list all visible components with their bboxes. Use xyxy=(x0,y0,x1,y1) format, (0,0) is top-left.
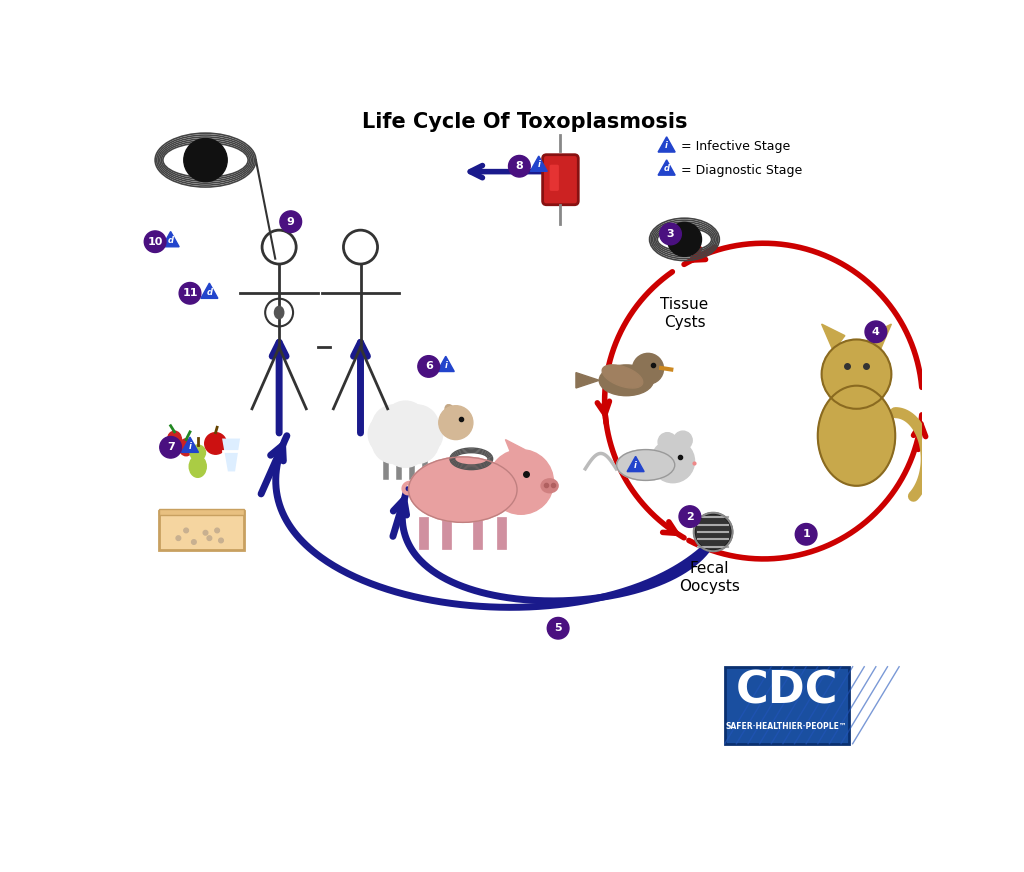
Circle shape xyxy=(191,540,197,544)
Circle shape xyxy=(190,445,206,460)
Circle shape xyxy=(651,439,694,483)
Polygon shape xyxy=(437,357,455,371)
Text: 2: 2 xyxy=(686,512,693,521)
Polygon shape xyxy=(821,324,845,351)
FancyBboxPatch shape xyxy=(725,667,849,744)
Ellipse shape xyxy=(445,405,456,418)
Circle shape xyxy=(865,321,887,343)
Circle shape xyxy=(438,405,473,439)
Polygon shape xyxy=(530,156,547,171)
Text: 1: 1 xyxy=(802,529,810,539)
Circle shape xyxy=(488,450,554,514)
Text: CDC: CDC xyxy=(735,670,838,713)
Text: 9: 9 xyxy=(287,216,295,227)
FancyBboxPatch shape xyxy=(159,509,245,515)
Ellipse shape xyxy=(409,457,517,522)
Circle shape xyxy=(183,139,227,181)
Text: Life Cycle Of Toxoplasmosis: Life Cycle Of Toxoplasmosis xyxy=(362,112,687,133)
Circle shape xyxy=(160,437,181,458)
FancyBboxPatch shape xyxy=(159,511,245,549)
Circle shape xyxy=(668,222,701,256)
Polygon shape xyxy=(201,283,218,298)
Circle shape xyxy=(399,412,442,456)
Ellipse shape xyxy=(168,431,181,448)
Circle shape xyxy=(219,538,223,542)
Polygon shape xyxy=(162,232,179,247)
Circle shape xyxy=(183,528,188,533)
Circle shape xyxy=(659,223,681,245)
Text: Tissue
Cysts: Tissue Cysts xyxy=(660,297,709,330)
Ellipse shape xyxy=(599,364,653,396)
Circle shape xyxy=(372,420,416,463)
Circle shape xyxy=(207,535,212,541)
Text: 8: 8 xyxy=(515,161,523,171)
FancyBboxPatch shape xyxy=(543,154,579,205)
Polygon shape xyxy=(868,324,891,351)
Text: Fecal
Oocysts: Fecal Oocysts xyxy=(679,562,739,594)
Circle shape xyxy=(658,433,677,451)
Text: d: d xyxy=(207,288,212,296)
Text: i: i xyxy=(444,361,447,370)
Text: 6: 6 xyxy=(425,361,432,371)
Polygon shape xyxy=(627,456,644,472)
Circle shape xyxy=(203,530,208,535)
Circle shape xyxy=(547,617,569,639)
Polygon shape xyxy=(575,372,599,388)
FancyBboxPatch shape xyxy=(550,165,559,191)
Ellipse shape xyxy=(274,306,284,318)
Circle shape xyxy=(679,506,700,528)
Ellipse shape xyxy=(818,385,895,486)
Circle shape xyxy=(674,431,692,450)
Text: d: d xyxy=(168,236,174,245)
Circle shape xyxy=(179,283,201,304)
Ellipse shape xyxy=(179,439,194,456)
Text: i: i xyxy=(634,460,637,470)
Circle shape xyxy=(509,155,530,177)
Circle shape xyxy=(696,515,730,549)
Text: 5: 5 xyxy=(554,623,562,633)
Circle shape xyxy=(796,523,817,545)
Polygon shape xyxy=(658,137,675,152)
Ellipse shape xyxy=(189,456,206,477)
Ellipse shape xyxy=(602,364,643,388)
Circle shape xyxy=(372,405,416,448)
Circle shape xyxy=(395,420,438,463)
Text: 4: 4 xyxy=(872,327,880,337)
Circle shape xyxy=(395,405,438,448)
Ellipse shape xyxy=(541,479,558,493)
Text: d: d xyxy=(664,164,670,174)
Circle shape xyxy=(384,424,427,467)
Circle shape xyxy=(215,528,219,533)
Circle shape xyxy=(369,412,412,456)
Text: i: i xyxy=(666,141,668,150)
Text: SAFER·HEALTHIER·PEOPLE™: SAFER·HEALTHIER·PEOPLE™ xyxy=(726,722,848,732)
Circle shape xyxy=(384,412,427,456)
Circle shape xyxy=(205,433,226,454)
Text: 11: 11 xyxy=(182,289,198,298)
Text: 10: 10 xyxy=(147,236,163,247)
Circle shape xyxy=(418,356,439,378)
Text: 3: 3 xyxy=(667,229,675,239)
Text: i: i xyxy=(538,160,541,169)
Polygon shape xyxy=(506,439,524,459)
Circle shape xyxy=(280,211,302,233)
Circle shape xyxy=(384,401,427,444)
Circle shape xyxy=(144,231,166,253)
Polygon shape xyxy=(181,437,199,453)
Circle shape xyxy=(821,339,891,409)
Circle shape xyxy=(693,513,732,551)
Circle shape xyxy=(176,535,180,541)
Text: = Diagnostic Stage: = Diagnostic Stage xyxy=(681,164,802,177)
Text: i: i xyxy=(188,441,191,451)
Polygon shape xyxy=(658,160,675,175)
Text: = Infective Stage: = Infective Stage xyxy=(681,140,790,153)
Text: 7: 7 xyxy=(167,442,174,453)
Polygon shape xyxy=(223,439,239,470)
Circle shape xyxy=(633,353,664,385)
Ellipse shape xyxy=(616,450,675,480)
